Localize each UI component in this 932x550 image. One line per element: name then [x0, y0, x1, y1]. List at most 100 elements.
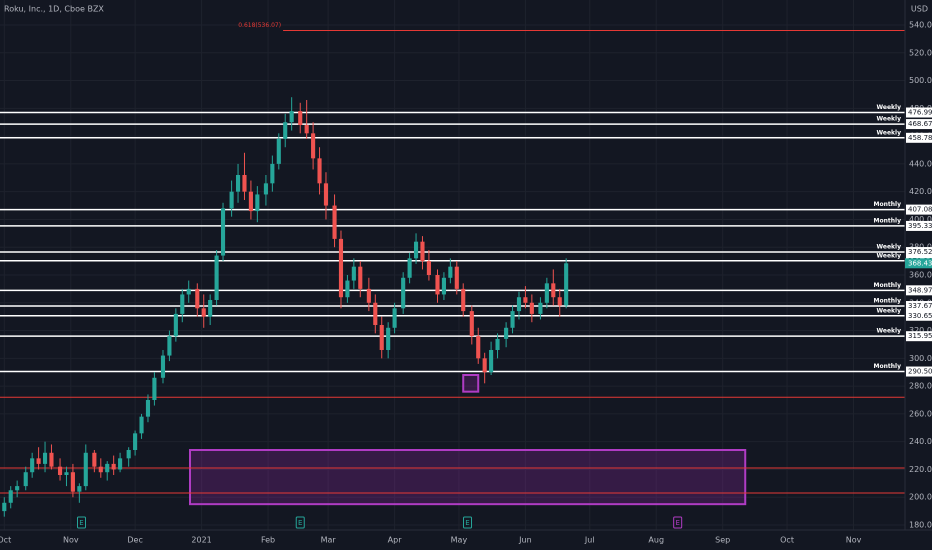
- level-price-box: [906, 107, 932, 118]
- candle-body: [435, 275, 440, 295]
- candle-body: [461, 288, 466, 312]
- candle-body: [564, 263, 569, 306]
- level-price: 476.99: [908, 109, 932, 117]
- candle-body: [8, 490, 13, 503]
- level-price-box: [906, 220, 932, 231]
- fib-label: 0.618(536.07): [238, 22, 281, 29]
- level-price: 376.52: [908, 248, 932, 256]
- level-price: 315.95: [908, 332, 932, 340]
- x-tick-label: Jun: [518, 536, 532, 545]
- candle-body: [482, 358, 487, 373]
- currency: USD: [911, 5, 928, 14]
- candle-body: [289, 111, 294, 123]
- candle-body: [332, 205, 337, 239]
- candle-body: [283, 122, 288, 139]
- y-tick-label: 280.00: [909, 382, 932, 391]
- level-price: 407.08: [908, 206, 932, 214]
- candle-body: [42, 452, 48, 464]
- earnings-label: E: [675, 519, 679, 527]
- candle-body: [516, 297, 522, 312]
- candle-body: [529, 302, 534, 314]
- level-price: 395.33: [908, 222, 932, 230]
- candle-body: [180, 294, 185, 314]
- level-tag: Weekly: [876, 244, 901, 251]
- level-price-box: [906, 204, 932, 215]
- candle-body: [373, 302, 378, 325]
- candle-body: [105, 463, 110, 473]
- candle-body: [70, 472, 75, 492]
- y-tick-label: 220.00: [909, 465, 932, 474]
- candle-body: [420, 241, 425, 262]
- level-price-box: [906, 119, 932, 130]
- candle-body: [448, 266, 453, 278]
- candle-body: [379, 325, 384, 350]
- candle-body: [92, 452, 97, 467]
- candle-body: [504, 327, 509, 339]
- candle-body: [551, 283, 556, 298]
- candle-body: [133, 433, 138, 450]
- y-tick-label: 260.00: [909, 409, 932, 418]
- x-tick-label: May: [451, 536, 468, 545]
- candle-body: [214, 255, 219, 300]
- level-price: 337.67: [908, 302, 932, 310]
- candle-body: [386, 327, 391, 350]
- earnings-label: E: [79, 519, 83, 527]
- candle-body: [345, 280, 350, 298]
- x-tick-label: Oct: [0, 536, 11, 545]
- candle-body: [173, 313, 178, 337]
- candle-body: [407, 258, 412, 278]
- chart-title: Roku, Inc., 1D, Cboe BZX: [4, 5, 104, 14]
- level-price-box: [906, 285, 932, 296]
- x-tick-label: Feb: [261, 536, 275, 545]
- candle-body: [23, 472, 28, 487]
- x-tick-label: Dec: [127, 536, 142, 545]
- level-tag: Weekly: [876, 252, 901, 259]
- candle-body: [401, 277, 406, 309]
- level-tag: Weekly: [876, 116, 901, 123]
- candle-body: [392, 308, 397, 328]
- candle-body: [476, 336, 481, 359]
- candle-body: [489, 350, 494, 373]
- x-tick-label: Sep: [715, 536, 730, 545]
- candle-body: [186, 288, 191, 295]
- candle-body: [426, 261, 431, 275]
- level-price: 468.67: [908, 120, 932, 128]
- candle-body: [201, 308, 206, 317]
- x-tick-label: Nov: [63, 536, 79, 545]
- price-axis: [905, 0, 932, 550]
- y-tick-label: 420.00: [909, 187, 932, 196]
- y-tick-label: 540.00: [909, 21, 932, 30]
- candle-body: [263, 183, 268, 195]
- candle-body: [167, 336, 172, 356]
- x-tick-label: Apr: [388, 536, 403, 545]
- candle-body: [323, 183, 329, 206]
- candle-body: [510, 311, 515, 328]
- candle-body: [298, 111, 303, 125]
- candle-body: [145, 400, 151, 417]
- x-tick-label: Jul: [584, 536, 595, 545]
- candle-body: [242, 175, 247, 192]
- candle-body: [111, 463, 116, 470]
- candle-body: [195, 288, 200, 309]
- candle-body: [36, 458, 41, 464]
- last-price-box: [905, 258, 932, 269]
- level-price-box: [906, 310, 932, 321]
- x-tick-label: Oct: [780, 536, 794, 545]
- level-price-box: [906, 301, 932, 312]
- candle-body: [469, 311, 474, 337]
- candle-body: [538, 302, 543, 314]
- level-tag: Monthly: [874, 363, 902, 370]
- y-tick-label: 440.00: [909, 159, 932, 168]
- candle-body: [495, 338, 500, 350]
- level-tag: Weekly: [876, 328, 901, 335]
- candle-body: [255, 194, 260, 212]
- candle-body: [544, 283, 549, 303]
- candle-body: [98, 466, 103, 473]
- candle-body: [77, 486, 82, 492]
- candle-body: [311, 133, 316, 159]
- candle-body: [57, 466, 63, 475]
- y-tick-label: 360.00: [909, 271, 932, 280]
- candle-body: [118, 458, 123, 470]
- earnings-marker: [463, 516, 473, 529]
